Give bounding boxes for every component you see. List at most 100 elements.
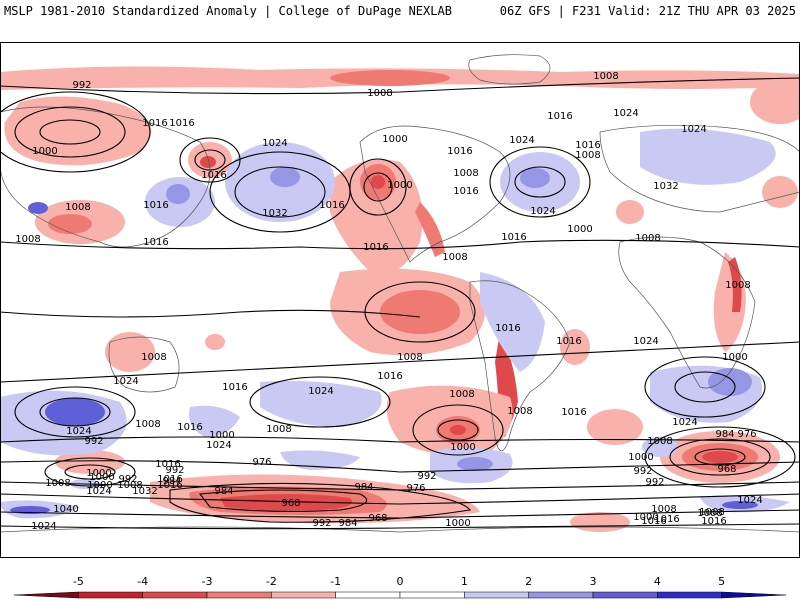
isobar-label: 1016 bbox=[155, 459, 180, 470]
isobar-label: 976 bbox=[406, 483, 425, 494]
isobar-label: 1008 bbox=[15, 234, 40, 245]
colorbar-tick-label: -5 bbox=[73, 575, 84, 588]
isobar-label: 1016 bbox=[556, 336, 581, 347]
colorbar-bar bbox=[13, 591, 787, 599]
isobar-label: 1000 bbox=[86, 468, 111, 479]
isobar-label: 1032 bbox=[653, 181, 678, 192]
isobar-label: 1016 bbox=[157, 474, 182, 485]
isobar-label: 1008 bbox=[575, 150, 600, 161]
isobar-label: 992 bbox=[633, 466, 652, 477]
isobar-label: 1000 bbox=[633, 512, 658, 523]
isobar-label: 1016 bbox=[641, 516, 666, 527]
isobar-label: 1008 bbox=[367, 88, 392, 99]
isobar-label: 1008 bbox=[45, 478, 70, 489]
isobar-label: 1016 bbox=[222, 382, 247, 393]
isobar-label: 1008 bbox=[135, 419, 160, 430]
colorbar-segment bbox=[335, 591, 401, 599]
isobar-label: 1016 bbox=[142, 118, 167, 129]
isobar-label: 1000 bbox=[87, 480, 112, 491]
colorbar-tick-labels: -5 -4 -3 -2 -1 0 1 2 3 4 5 bbox=[73, 575, 725, 588]
isobar-label: 1008 bbox=[442, 252, 467, 263]
isobar-label: 984 bbox=[162, 476, 181, 487]
isobar-label: 1008 bbox=[647, 436, 672, 447]
isobar-label: 1008 bbox=[453, 168, 478, 179]
isobar-label: 968 bbox=[717, 464, 736, 475]
isobar-label: 984 bbox=[715, 429, 734, 440]
colorbar-tick-label: 1 bbox=[461, 575, 468, 588]
isobar-label: 1016 bbox=[169, 118, 194, 129]
isobar-label: 1016 bbox=[377, 371, 402, 382]
anomaly-map: 992 1008 1016 1000 1008 1016 1024 1032 1016 1008 1… bbox=[0, 42, 800, 558]
colorbar-segment bbox=[721, 591, 787, 599]
isobar-label: 1016 bbox=[177, 422, 202, 433]
isobar-label: 1024 bbox=[737, 495, 762, 506]
isobar-label: 1016 bbox=[654, 514, 679, 525]
isobar-label: 1032 bbox=[262, 208, 287, 219]
isobar-label: 1008 bbox=[117, 480, 142, 491]
isobar-label: 1016 bbox=[201, 170, 226, 181]
positive-anomaly-shading bbox=[0, 128, 790, 519]
isobar-label: 1008 bbox=[397, 352, 422, 363]
colorbar-segment bbox=[592, 591, 658, 599]
isobar-label: 1000 bbox=[722, 352, 747, 363]
isobar-label: 1008 bbox=[699, 507, 724, 518]
colorbar-segment bbox=[206, 591, 272, 599]
isobar-label: 1024 bbox=[262, 138, 287, 149]
isobar-label: 1024 bbox=[308, 386, 333, 397]
isobar-label: 1024 bbox=[206, 440, 231, 451]
colorbar-tick-label: 2 bbox=[525, 575, 532, 588]
isobar-label: 1008 bbox=[141, 352, 166, 363]
isobar-label: 1008 bbox=[266, 424, 291, 435]
colorbar: -5 -4 -3 -2 -1 0 1 2 3 4 5 bbox=[0, 570, 800, 600]
isobar-label: 992 bbox=[118, 474, 137, 485]
isobar-label: 992 bbox=[72, 80, 91, 91]
isobar-label: 992 bbox=[417, 471, 436, 482]
isobar-label: 1024 bbox=[86, 486, 111, 497]
colorbar-segment bbox=[13, 591, 79, 599]
isobar-label: 1000 bbox=[628, 452, 653, 463]
isobar-label: 992 bbox=[165, 465, 184, 476]
colorbar-tick-label: 0 bbox=[397, 575, 404, 588]
colorbar-segment bbox=[399, 591, 465, 599]
colorbar-segment bbox=[528, 591, 594, 599]
isobar-label: 976 bbox=[737, 429, 756, 440]
isobars bbox=[0, 77, 800, 530]
isobar-label: 984 bbox=[354, 482, 373, 493]
colorbar-tick-label: 3 bbox=[590, 575, 597, 588]
isobar-label: 1016 bbox=[319, 200, 344, 211]
isobar-label: 1008 bbox=[635, 233, 660, 244]
isobar-label: 1008 bbox=[725, 280, 750, 291]
isobar-label: 1016 bbox=[701, 516, 726, 527]
colorbar-tick-label: 5 bbox=[718, 575, 725, 588]
isobar-label: 1016 bbox=[547, 111, 572, 122]
isobar-label: 1024 bbox=[633, 336, 658, 347]
colorbar-segment bbox=[657, 591, 722, 599]
isobar-label: 1000 bbox=[450, 442, 475, 453]
isobar-label: 1000 bbox=[567, 224, 592, 235]
isobar-label: 1024 bbox=[672, 417, 697, 428]
colorbar-tick-label: -2 bbox=[266, 575, 277, 588]
coastlines bbox=[0, 54, 800, 533]
isobar-label: 1016 bbox=[143, 237, 168, 248]
isobar-label: 976 bbox=[252, 457, 271, 468]
isobar-label: 1000 bbox=[387, 180, 412, 191]
isobar-label: 1008 bbox=[697, 508, 722, 519]
isobar-label: 992 bbox=[84, 436, 103, 447]
isobar-labels: 9921008101610001008101610241032101610081… bbox=[15, 71, 762, 532]
isobar-label: 1008 bbox=[593, 71, 618, 82]
isobar-label: 1008 bbox=[651, 504, 676, 515]
isobar-label: 1016 bbox=[143, 200, 168, 211]
isobar-label: 1016 bbox=[575, 140, 600, 151]
isobar-label: 1032 bbox=[132, 486, 157, 497]
isobar-label: 1016 bbox=[363, 242, 388, 253]
colorbar-segment bbox=[271, 591, 336, 599]
colorbar-tick-label: -4 bbox=[137, 575, 148, 588]
isobar-label: 1016 bbox=[501, 232, 526, 243]
isobar-label: 1024 bbox=[613, 108, 638, 119]
isobar-label: 1016 bbox=[495, 323, 520, 334]
map-title: MSLP 1981-2010 Standardized Anomaly | Co… bbox=[4, 4, 452, 18]
isobar-label: 1000 bbox=[382, 134, 407, 145]
isobar-label: 1008 bbox=[449, 389, 474, 400]
isobar-label: 992 bbox=[312, 518, 331, 529]
isobar-label: 968 bbox=[368, 513, 387, 524]
